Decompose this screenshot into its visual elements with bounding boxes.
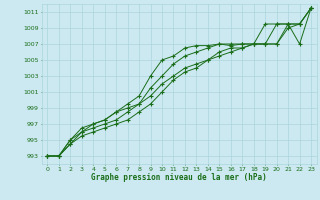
X-axis label: Graphe pression niveau de la mer (hPa): Graphe pression niveau de la mer (hPa) [91, 173, 267, 182]
